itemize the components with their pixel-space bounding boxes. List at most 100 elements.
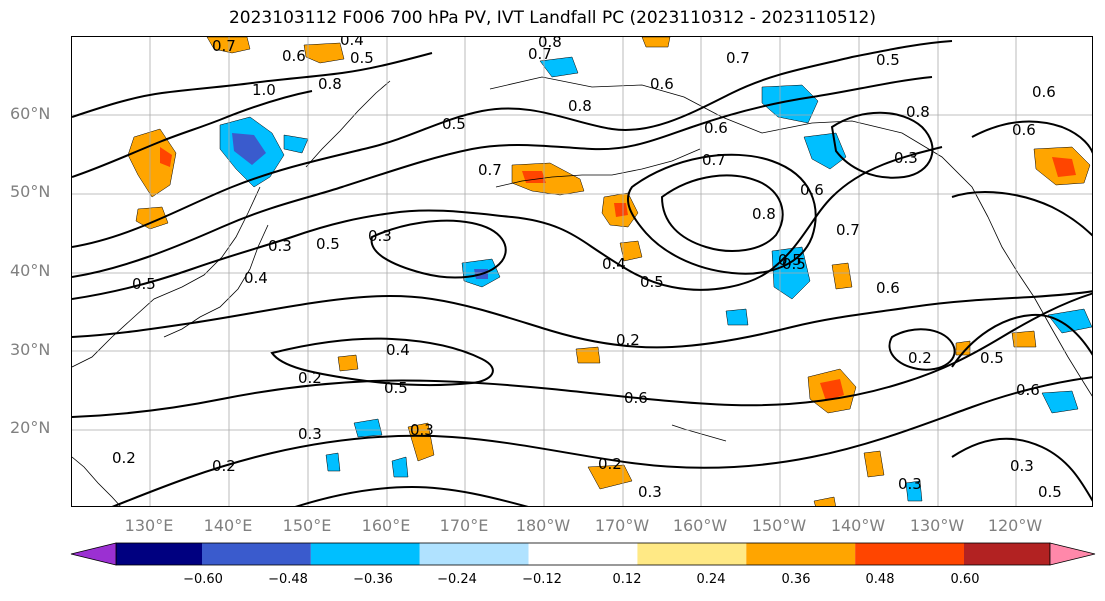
contour-label: 0.8	[752, 205, 776, 223]
colorbar	[70, 542, 1096, 566]
anomaly-patch	[831, 262, 853, 290]
contour-label: 0.7	[212, 37, 236, 55]
colorbar-extend-min	[70, 542, 117, 566]
contour-label: 0.6	[1012, 121, 1036, 139]
map-panel: 0.7 0.4 0.5 0.6 0.8 1.0 0.7 0.8 0.7 0.6 …	[71, 36, 1093, 507]
contour-label: 0.3	[268, 237, 292, 255]
contour-label: 0.6	[1032, 83, 1056, 101]
contour-label: 0.5	[384, 379, 408, 397]
lat-label: 40°N	[10, 261, 51, 280]
anomaly-patch	[135, 206, 169, 230]
contour-label: 0.3	[298, 425, 322, 443]
kamchatka-coast	[305, 80, 391, 168]
contour-label: 0.8	[538, 37, 562, 51]
lon-label: 120°W	[987, 516, 1043, 535]
anomaly-patch	[575, 346, 601, 364]
anomaly-patch	[337, 354, 359, 372]
pv-contour	[830, 111, 934, 179]
contour-label: 0.7	[478, 161, 502, 179]
colorbar-tick-label: 0.60	[950, 572, 980, 587]
contour-label: 0.5	[1038, 483, 1062, 501]
colorbar-tick-label: −0.12	[522, 572, 562, 587]
anomaly-patch	[127, 128, 177, 198]
lat-label: 30°N	[10, 340, 51, 359]
lon-label: 150°E	[282, 516, 332, 535]
contour-label: 0.2	[616, 331, 640, 349]
anomaly-patch	[303, 42, 345, 64]
contour-label: 0.6	[282, 47, 306, 65]
colorbar-tick-label: 0.36	[781, 572, 811, 587]
anomaly-patch	[725, 308, 749, 326]
contour-label: 1.0	[252, 81, 276, 99]
anomaly-patch	[522, 171, 546, 183]
contour-label: 0.5	[876, 51, 900, 69]
lat-label: 60°N	[10, 104, 51, 123]
colorbar-extend-max	[1049, 542, 1096, 566]
pv-ivt-map: 0.7 0.4 0.5 0.6 0.8 1.0 0.7 0.8 0.7 0.6 …	[72, 37, 1092, 506]
lon-label: 170°E	[439, 516, 489, 535]
contour-label: 0.3	[1010, 457, 1034, 475]
pv-contour	[72, 90, 313, 178]
anomaly-patch	[283, 134, 309, 154]
colorbar-cell	[855, 543, 964, 565]
pv-contour	[627, 153, 817, 275]
pv-contour	[72, 52, 433, 118]
lon-label: 170°W	[594, 516, 650, 535]
contour-label: 0.7	[528, 45, 552, 63]
asia-coast	[72, 186, 261, 368]
pv-contour	[660, 174, 784, 252]
contour-label: 0.3	[894, 149, 918, 167]
lon-label: 150°W	[751, 516, 807, 535]
anomaly-patch	[1047, 308, 1092, 334]
contour-label: 0.3	[638, 483, 662, 501]
anomaly-patch	[1041, 390, 1079, 414]
anomaly-patch	[1011, 330, 1037, 348]
lon-label: 140°E	[203, 516, 253, 535]
contour-label: 0.7	[836, 221, 860, 239]
pv-contour	[72, 146, 943, 300]
contour-label: 0.6	[800, 181, 824, 199]
contour-label: 0.3	[368, 227, 392, 245]
lon-label: 180°W	[515, 516, 571, 535]
colorbar-tick-label: −0.36	[353, 572, 393, 587]
contour-label: 0.2	[598, 455, 622, 473]
contour-label: 0.2	[298, 369, 322, 387]
pv-contour	[72, 290, 1092, 349]
contour-label: 0.4	[386, 341, 410, 359]
anomaly-patch	[325, 452, 341, 472]
lon-label: 130°W	[909, 516, 965, 535]
anomaly-patch	[614, 203, 628, 217]
contour-label: 0.8	[568, 97, 592, 115]
lon-label: 140°W	[830, 516, 886, 535]
colorbar-cell	[419, 543, 529, 565]
hawaii-islands	[671, 424, 727, 442]
colorbar-cell	[310, 543, 420, 565]
pv-contour	[111, 376, 1092, 506]
colorbar-cell	[746, 543, 856, 565]
pv-contour	[72, 40, 953, 248]
colorbar-cell	[116, 543, 202, 565]
anomaly-patch	[232, 133, 266, 165]
anomaly-patch	[803, 132, 847, 170]
anomaly-patch	[353, 418, 383, 438]
colorbar-tick-label: −0.48	[268, 572, 308, 587]
contour-label: 0.5	[782, 255, 806, 273]
pv-contour	[951, 191, 1092, 237]
pv-contour	[888, 328, 956, 371]
colorbar-cell	[964, 543, 1050, 565]
contour-label: 0.5	[980, 349, 1004, 367]
anomaly-patch	[539, 56, 579, 78]
pv-contour	[951, 313, 1092, 368]
contour-label: 0.5	[350, 49, 374, 67]
contour-label: 0.5	[640, 273, 664, 291]
contour-label: 0.4	[602, 255, 626, 273]
colorbar-tick-label: 0.12	[612, 572, 642, 587]
contour-label: 0.5	[778, 251, 802, 269]
contour-label: 0.6	[876, 279, 900, 297]
colorbar-cell	[202, 543, 311, 565]
contour-label: 0.4	[340, 37, 364, 49]
pv-contour	[370, 219, 507, 279]
gridlines	[72, 37, 1092, 506]
anomaly-patch	[905, 480, 923, 502]
pv-contours	[72, 40, 1092, 506]
